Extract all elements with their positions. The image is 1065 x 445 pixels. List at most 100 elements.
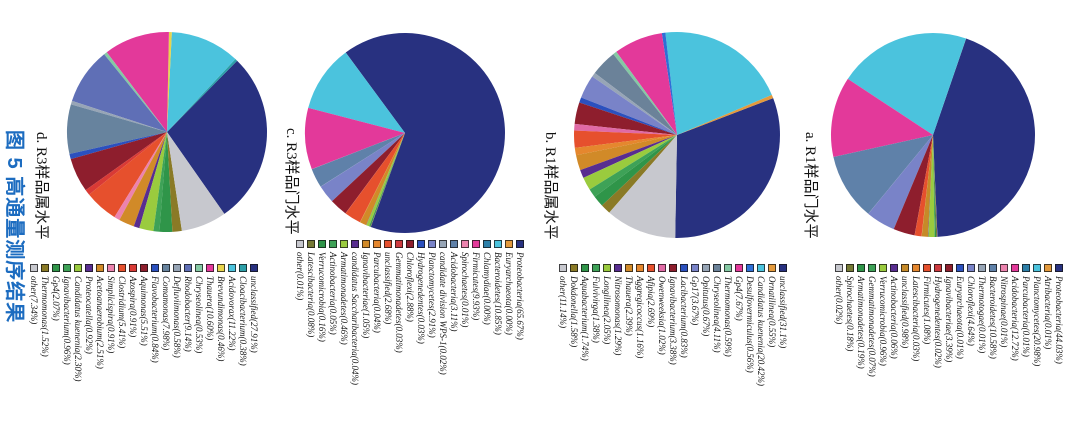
legend-label: Clostridium(5.41%) [117,276,127,349]
legend-item: Gemmatimonadetes(0.03%) [393,240,404,385]
legend-item: Spirochaetes(0.18%) [844,264,855,377]
legend-label: Ornatilinea(0.55%) [767,276,777,348]
legend-swatch [614,264,622,272]
legend-item: Gemmatimonadetes(0.07%) [866,264,877,377]
legend-swatch [890,264,898,272]
pie-slice [574,123,677,135]
legend-item: Desulfovermiculus(0.56%) [744,264,755,386]
legend-swatch [52,264,60,272]
pie-slice [70,100,167,132]
legend-swatch [472,240,480,248]
pie-slice [366,133,405,226]
legend-swatch [702,264,710,272]
pie-chart-d [67,32,268,232]
pie-slice [308,107,405,133]
pie-slice [675,98,780,238]
legend-swatch [923,264,931,272]
legend-swatch [768,264,776,272]
legend-swatch [461,240,469,248]
legend-label: Verrucomicrobia(0.16%) [317,252,327,342]
legend-label: Firmicutes(9.93%) [471,252,481,321]
pie-slice [609,135,677,238]
legend-item: Verrucomicrobia(0.16%) [316,240,327,385]
legend-item: unclassified(2.68%) [382,240,393,385]
legend-swatch [516,240,524,248]
legend-label: Proteocatella(0.92%) [84,276,94,354]
legend-item: Simplicispira(0.91%) [105,264,116,381]
legend-swatch [250,264,258,272]
legend-swatch [978,264,986,272]
chart-label-a: a. R1样品门水平 [802,132,818,239]
legend-label: Aquimonas(5.51%) [139,276,149,346]
legend-item: Chlamydiae(0.00%) [481,240,492,385]
legend-c: Proteobacteria(65.67%) Euryarchaeota(0.00… [294,240,525,385]
legend-label: Parcubacteria(0.04%) [372,252,382,333]
pie-slice [592,73,677,135]
pie-slice [311,133,405,170]
legend-item: Rhodobacter(9.14%) [182,264,193,381]
legend-a: Proteobacteria(44.03%) Atribacteria(0.01%… [833,264,1064,377]
pie-slice [933,38,1035,237]
legend-swatch [307,240,315,248]
pie-slice [167,132,182,232]
pie-slice [331,133,405,202]
pie-slice [576,135,677,171]
pie-slice [320,133,405,187]
legend-item: other(11.14%) [557,264,568,386]
pie-slice [583,135,677,190]
legend-item: Acetoanaerobium(2.51%) [94,264,105,381]
pie-slice [831,78,933,157]
legend-swatch [129,264,137,272]
pie-slice [345,33,505,233]
legend-label: Candidatus kuenenia(20.42%) [756,276,766,386]
legend-label: Flavobacterium(0.84%) [150,276,160,363]
legend-swatch [140,264,148,272]
pie-slice [167,60,268,214]
pie-slice [589,135,677,197]
figure-caption: 图 5 高通量测序结果 [3,130,25,324]
legend-label: Gp4(7.67%) [734,276,744,321]
legend-item: Defluviimonas(0.58%) [171,264,182,381]
legend-item: candidatus Saccharibacteria(0.04%) [349,240,360,385]
legend-swatch [1011,264,1019,272]
legend-swatch [439,240,447,248]
pie-slice [594,54,677,135]
legend-swatch [912,264,920,272]
legend-label: Euryarchaeota(0.00%) [504,252,514,335]
legend-swatch [395,240,403,248]
pie-slice [345,133,405,214]
legend-label: Spirochaetes(0.01%) [460,252,470,328]
legend-swatch [228,264,236,272]
legend-label: Candidatus kuenenia(2.30%) [73,276,83,382]
pie-slice [67,104,167,154]
legend-swatch [669,264,677,272]
legend-label: unclassified(2.68%) [383,252,393,325]
legend-item: Planctomycetes(20.98%) [1031,264,1042,377]
pie-slice [833,135,933,214]
legend-label: Opitutus(0.67%) [701,276,711,337]
legend-item: Dokdonella(1.58%) [568,264,579,386]
pie-slice [893,135,933,230]
legend-swatch [647,264,655,272]
legend-item: Hydrogenedentes(0.03%) [415,240,426,385]
legend-swatch [559,264,567,272]
legend-label: Acidobacteria(3.11%) [449,252,459,332]
legend-label: Brevundimonas(0.46%) [216,276,226,362]
legend-swatch [680,264,688,272]
pie-chart-a [831,32,1035,237]
pie-slice [928,135,935,237]
legend-item: Azospira(0.91%) [127,264,138,381]
legend-swatch [945,264,953,272]
legend-label: Proteobacteria(44.03%) [1054,276,1064,364]
legend-label: Fulvivirga(1.38%) [591,276,601,343]
pie-slice [114,132,167,220]
pie-slice [71,54,167,132]
legend-swatch [846,264,854,272]
legend-item: Brevundimonas(0.46%) [215,264,226,381]
pie-slice [369,133,405,227]
legend-swatch [1044,264,1052,272]
pie-slice [601,135,677,213]
legend-label: Chryseolinea(0.53%) [194,276,204,354]
legend-item: Bacteroidetes(10.58%) [987,264,998,377]
